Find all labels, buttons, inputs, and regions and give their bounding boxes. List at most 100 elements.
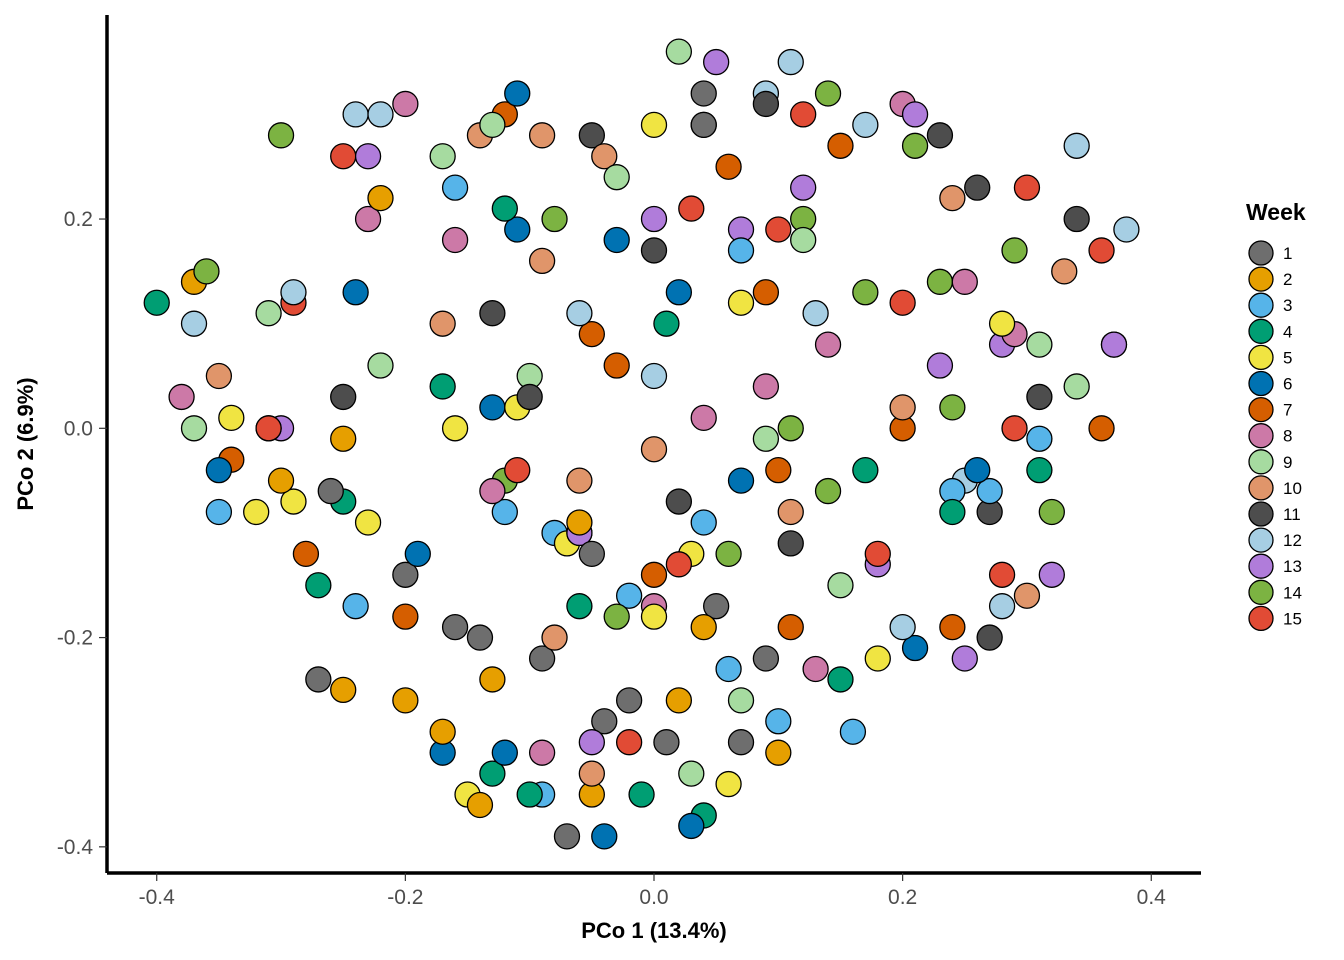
data-point-week-7: [827, 132, 854, 159]
y-tick-label: 0.0: [64, 417, 93, 440]
data-point-week-4: [939, 498, 966, 526]
data-point-week-2: [367, 184, 394, 212]
data-point-week-9: [180, 415, 208, 442]
data-point-week-6: [901, 634, 929, 662]
data-point-week-6: [205, 457, 233, 484]
legend-label: 9: [1283, 453, 1292, 472]
data-point-week-10: [578, 760, 605, 787]
legend-label: 13: [1283, 557, 1302, 576]
data-point-week-7: [1088, 415, 1115, 442]
data-point-week-15: [864, 540, 891, 568]
data-point-week-14: [541, 205, 568, 233]
data-point-week-4: [566, 593, 593, 620]
legend-title: Week: [1246, 199, 1306, 225]
x-tick-label: 0.4: [1137, 886, 1167, 909]
x-axis-ticks: -0.4 -0.2 0.0 0.2 0.4: [139, 873, 1167, 909]
data-point-week-10: [640, 436, 668, 463]
x-tick-label: -0.2: [387, 886, 423, 909]
data-point-week-1: [653, 729, 680, 756]
data-point-week-1: [615, 687, 643, 714]
data-point-week-7: [777, 613, 804, 641]
data-point-week-15: [1088, 237, 1115, 264]
data-point-week-12: [1113, 216, 1140, 243]
y-tick-label: -0.2: [57, 627, 93, 650]
data-point-week-11: [479, 300, 506, 327]
data-point-week-4: [827, 666, 854, 693]
data-point-week-9: [827, 572, 854, 599]
data-point-week-13: [951, 645, 978, 672]
data-point-week-3: [976, 477, 1003, 505]
data-point-week-6: [591, 823, 618, 850]
data-point-week-12: [852, 111, 879, 139]
data-point-week-6: [665, 279, 693, 306]
data-point-week-9: [367, 352, 394, 379]
data-point-week-4: [491, 195, 518, 222]
data-point-week-11: [516, 383, 543, 411]
data-point-week-1: [690, 111, 717, 139]
data-point-week-3: [839, 718, 867, 745]
data-point-week-11: [665, 488, 693, 515]
data-point-week-10: [205, 362, 233, 390]
data-point-week-8: [392, 90, 419, 118]
data-point-week-6: [342, 279, 369, 306]
data-point-week-7: [603, 352, 630, 379]
data-point-week-11: [330, 383, 357, 411]
data-point-week-13: [1038, 561, 1065, 588]
data-point-week-15: [765, 216, 792, 243]
legend-key-week-4: [1248, 318, 1274, 344]
data-point-week-9: [479, 111, 506, 139]
data-point-week-6: [504, 216, 531, 243]
legend-key-week-3: [1248, 292, 1274, 318]
data-point-week-10: [528, 122, 556, 149]
data-point-week-5: [441, 415, 469, 442]
data-point-week-15: [1013, 174, 1041, 201]
data-point-week-12: [1063, 132, 1090, 159]
legend-key-week-10: [1248, 475, 1274, 501]
data-point-week-10: [528, 247, 556, 275]
data-point-week-6: [603, 226, 630, 254]
data-point-week-1: [305, 666, 332, 693]
legend-label: 8: [1283, 427, 1292, 446]
data-point-week-2: [330, 425, 357, 452]
data-point-week-7: [752, 279, 780, 306]
data-point-week-13: [703, 48, 730, 76]
data-point-week-8: [441, 226, 469, 254]
legend-label: 1: [1283, 244, 1292, 263]
data-point-week-12: [280, 279, 307, 306]
data-point-week-3: [727, 237, 755, 264]
data-point-week-6: [504, 80, 531, 107]
data-point-week-7: [765, 457, 792, 484]
data-point-week-4: [852, 457, 879, 484]
data-point-week-14: [814, 477, 842, 505]
data-point-week-14: [1038, 498, 1065, 526]
data-point-week-7: [640, 561, 668, 588]
legend-label: 12: [1283, 531, 1302, 550]
data-point-week-9: [790, 226, 817, 254]
data-point-week-3: [342, 593, 369, 620]
data-point-week-14: [193, 258, 220, 285]
legend-label: 6: [1283, 375, 1292, 394]
data-point-week-8: [814, 331, 842, 358]
legend-key-week-11: [1248, 501, 1274, 527]
data-point-week-5: [988, 310, 1016, 337]
data-point-week-3: [491, 498, 518, 526]
data-point-week-3: [765, 708, 792, 735]
data-point-week-6: [491, 739, 518, 766]
data-point-week-12: [988, 593, 1016, 620]
data-point-week-8: [752, 373, 780, 400]
data-point-week-8: [479, 477, 506, 505]
data-point-week-1: [591, 708, 618, 735]
data-point-week-12: [342, 101, 369, 128]
data-point-week-14: [777, 415, 804, 442]
data-point-week-14: [1001, 237, 1028, 264]
data-point-week-15: [330, 143, 357, 170]
data-point-week-5: [640, 603, 668, 630]
data-point-week-5: [727, 289, 755, 316]
data-point-week-14: [901, 132, 929, 159]
data-point-week-2: [765, 739, 792, 766]
data-point-week-15: [665, 551, 693, 578]
data-points: [143, 38, 1140, 850]
data-point-week-1: [528, 645, 556, 672]
